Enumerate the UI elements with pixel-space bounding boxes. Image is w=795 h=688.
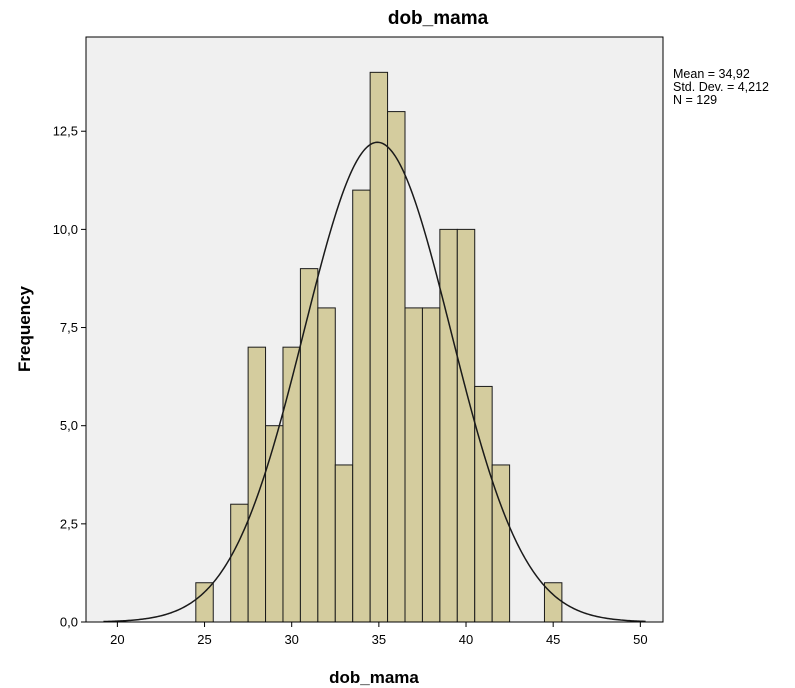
x-tick-label: 25 — [197, 632, 211, 647]
histogram-bars — [195, 71, 563, 623]
stats-line-2: Std. Dev. = 4,212 — [673, 80, 769, 94]
y-tick-label: 10,0 — [53, 222, 78, 237]
histogram-bar-11 — [387, 111, 406, 623]
stats-line-3: N = 129 — [673, 93, 717, 107]
histogram-bar-10 — [369, 71, 389, 623]
histogram-bar-9 — [352, 189, 371, 623]
x-tick-label: 35 — [372, 632, 386, 647]
y-axis-ticks: 0,0 2,5 5,0 7,5 10,0 12,5 — [53, 124, 86, 630]
histogram-bar-7 — [317, 307, 336, 623]
histogram-bar-4 — [265, 425, 284, 623]
y-tick-label: 2,5 — [60, 516, 78, 531]
x-tick-label: 50 — [633, 632, 647, 647]
x-tick-label: 30 — [284, 632, 298, 647]
histogram-bar-6 — [299, 268, 319, 623]
chart-title: dob_mama — [388, 8, 489, 29]
histogram-bar-14 — [439, 228, 458, 623]
x-tick-label: 40 — [459, 632, 473, 647]
x-tick-label: 20 — [110, 632, 124, 647]
x-tick-label: 45 — [546, 632, 560, 647]
y-tick-label: 12,5 — [53, 124, 78, 139]
y-tick-label: 5,0 — [60, 418, 78, 433]
histogram-bar-15 — [456, 228, 476, 623]
histogram-bar-13 — [421, 307, 441, 623]
histogram-bar-12 — [404, 307, 423, 623]
histogram-bar-1 — [195, 582, 214, 623]
histogram-bar-5 — [282, 346, 301, 623]
axes — [85, 37, 663, 623]
normal-curve — [103, 141, 646, 623]
y-tick-label: 0,0 — [60, 615, 78, 630]
stats-line-1: Mean = 34,92 — [673, 67, 750, 81]
x-axis-ticks: 20 25 30 35 40 45 50 — [110, 622, 648, 647]
y-tick-label: 7,5 — [60, 320, 78, 335]
histogram-bar-8 — [334, 464, 354, 623]
histogram-bar-16 — [474, 385, 493, 623]
histogram-bar-2 — [230, 503, 249, 623]
y-axis-label: Frequency — [15, 285, 34, 372]
x-axis-label: dob_mama — [329, 668, 419, 687]
histogram-bar-3 — [247, 346, 267, 623]
